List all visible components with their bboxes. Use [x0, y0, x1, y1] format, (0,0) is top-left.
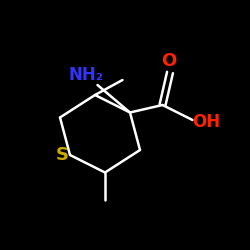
Text: OH: OH	[192, 114, 220, 132]
Text: O: O	[161, 52, 176, 70]
Text: S: S	[56, 146, 69, 164]
Text: NH₂: NH₂	[69, 66, 104, 84]
